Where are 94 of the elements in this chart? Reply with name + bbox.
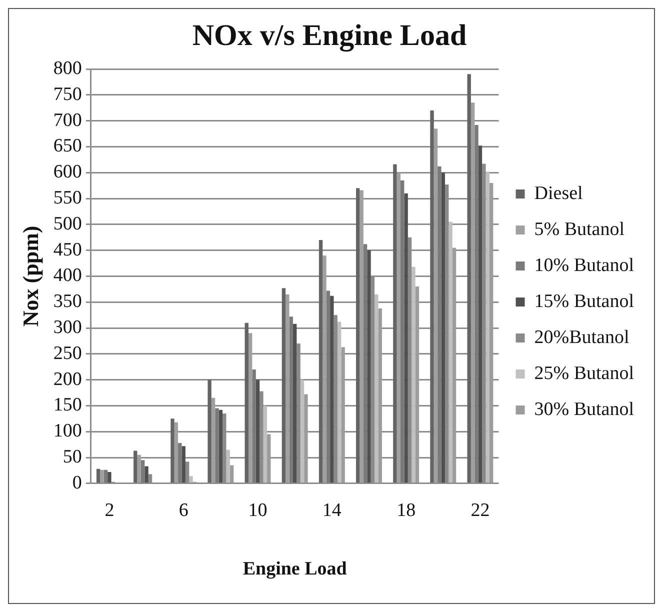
y-tick-label: 500 — [53, 213, 82, 234]
bar — [100, 470, 104, 483]
y-tick-label: 250 — [53, 342, 82, 364]
chart-title: NOx v/s Engine Load — [192, 18, 467, 52]
legend-label: Diesel — [534, 182, 583, 204]
bar — [470, 102, 475, 483]
bar — [430, 110, 434, 483]
bar — [378, 308, 382, 483]
y-tick-label: 100 — [53, 420, 82, 442]
y-tick-label: 400 — [53, 265, 82, 286]
y-tick-label: 450 — [53, 239, 82, 260]
bar — [134, 450, 138, 483]
bar — [489, 182, 494, 483]
bar — [208, 380, 212, 483]
bar — [356, 188, 360, 483]
x-tick-label: 22 — [470, 500, 490, 521]
bar — [182, 446, 186, 483]
x-tick-label: 6 — [178, 500, 188, 521]
bar — [267, 434, 271, 483]
legend-label: 15% Butanol — [534, 290, 634, 312]
bar — [374, 294, 378, 483]
bar — [282, 288, 286, 483]
bar — [486, 172, 490, 483]
x-tick-label: 18 — [396, 500, 416, 521]
bar — [438, 166, 442, 483]
bar — [415, 286, 420, 483]
bar — [256, 380, 260, 483]
bar — [400, 180, 404, 483]
y-tick-label: 150 — [53, 394, 82, 416]
bar — [170, 418, 174, 483]
bar — [322, 255, 326, 483]
y-tick-label: 750 — [53, 84, 82, 105]
bar — [363, 244, 368, 483]
bar — [263, 406, 268, 483]
bar — [360, 190, 364, 483]
y-axis-title: Nox (ppm) — [18, 226, 43, 327]
bar — [393, 164, 397, 483]
bar — [226, 450, 230, 483]
bar — [178, 442, 182, 483]
bar — [230, 465, 234, 483]
bar — [478, 146, 482, 483]
y-tick-label: 600 — [53, 162, 82, 183]
bar — [174, 422, 178, 483]
bar — [248, 333, 252, 483]
y-tick-label: 350 — [53, 291, 82, 312]
bar — [341, 347, 345, 483]
bar — [337, 322, 342, 483]
bar — [318, 240, 323, 483]
legend-label: 20%Butanol — [534, 326, 630, 348]
bar — [189, 476, 193, 483]
bar — [144, 466, 148, 483]
y-tick-label: 650 — [53, 136, 82, 157]
bar — [367, 250, 371, 483]
bar — [404, 193, 408, 483]
bar — [330, 296, 334, 483]
bar — [396, 172, 401, 483]
y-tick-label: 550 — [53, 187, 82, 208]
bar — [289, 316, 293, 483]
bar — [448, 222, 452, 483]
bar — [412, 266, 416, 483]
y-tick-label: 50 — [62, 446, 82, 468]
x-tick-label: 10 — [248, 500, 268, 521]
bar — [441, 172, 445, 483]
bar — [218, 410, 223, 483]
bar — [467, 74, 471, 483]
bar — [215, 408, 219, 483]
bar — [300, 380, 304, 483]
legend-label: 5% Butanol — [534, 218, 625, 240]
legend-label: 25% Butanol — [534, 362, 634, 384]
bar — [292, 324, 297, 483]
y-tick-label: 800 — [53, 58, 82, 79]
legend-label: 10% Butanol — [534, 254, 634, 276]
y-tick-label: 300 — [53, 316, 82, 338]
bar — [140, 460, 145, 483]
bar — [244, 322, 248, 483]
bar — [137, 454, 141, 483]
y-tick-label: 700 — [53, 110, 82, 131]
bar — [96, 468, 100, 483]
bar — [474, 124, 478, 483]
x-tick-label: 14 — [322, 500, 342, 521]
bar — [252, 369, 256, 483]
y-tick-label: 200 — [53, 368, 82, 390]
bar — [326, 290, 330, 483]
bar — [304, 394, 308, 483]
bar — [452, 248, 456, 483]
legend-label: 30% Butanol — [534, 398, 634, 420]
bar — [104, 470, 108, 483]
x-tick-label: 2 — [104, 500, 114, 521]
bar — [211, 398, 216, 483]
bar — [286, 294, 290, 483]
y-tick-label: 0 — [72, 472, 82, 494]
x-axis-title: Engine Load — [242, 558, 348, 580]
bar — [434, 128, 438, 483]
bar — [108, 472, 112, 483]
